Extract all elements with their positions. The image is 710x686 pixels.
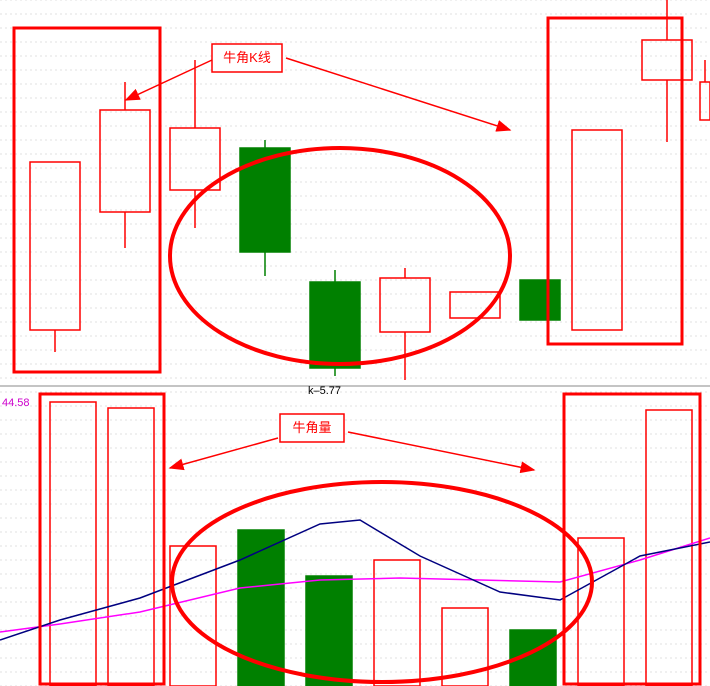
annotation-label-text: 牛角K线 xyxy=(223,50,271,65)
value-label: k–5.77 xyxy=(308,385,341,397)
volume-bar xyxy=(306,576,352,686)
candle-body xyxy=(310,282,360,368)
candle-body xyxy=(520,280,560,320)
volume-value-label: 44.58 xyxy=(2,397,30,409)
annotation-label-text: 牛角量 xyxy=(292,420,331,435)
